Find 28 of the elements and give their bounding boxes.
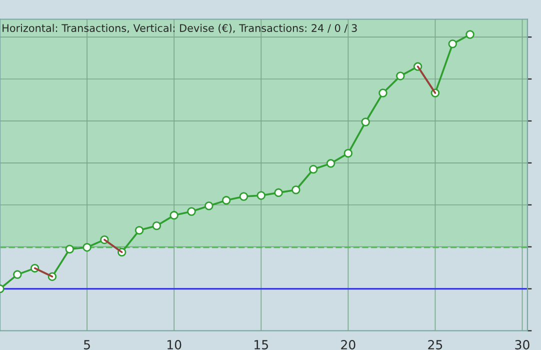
point <box>396 72 405 80</box>
point <box>82 242 92 252</box>
point <box>274 188 283 198</box>
point <box>204 202 214 210</box>
point <box>326 159 336 168</box>
point <box>65 244 74 254</box>
point <box>448 40 457 48</box>
point <box>292 186 300 194</box>
x-tick-label: 5 <box>84 340 90 350</box>
x-tick-label: 25 <box>428 340 442 350</box>
point <box>361 118 370 126</box>
point <box>13 270 22 279</box>
point <box>239 192 248 201</box>
point <box>222 196 231 205</box>
point <box>187 207 196 216</box>
point <box>134 226 144 235</box>
point <box>152 221 162 230</box>
x-tick-label: 20 <box>341 340 356 350</box>
point <box>256 191 266 200</box>
chart-title: Horizontal: Transactions, Vertical: Devise (€), Transactions: 24 / 0 / 3 <box>2 24 357 34</box>
point <box>378 88 388 98</box>
x-tick-label: 15 <box>254 340 268 350</box>
point <box>308 164 318 174</box>
x-tick-label: 10 <box>168 340 182 350</box>
point <box>466 30 474 39</box>
point <box>344 148 353 158</box>
x-tick-label: 30 <box>515 340 530 350</box>
point <box>170 210 178 220</box>
